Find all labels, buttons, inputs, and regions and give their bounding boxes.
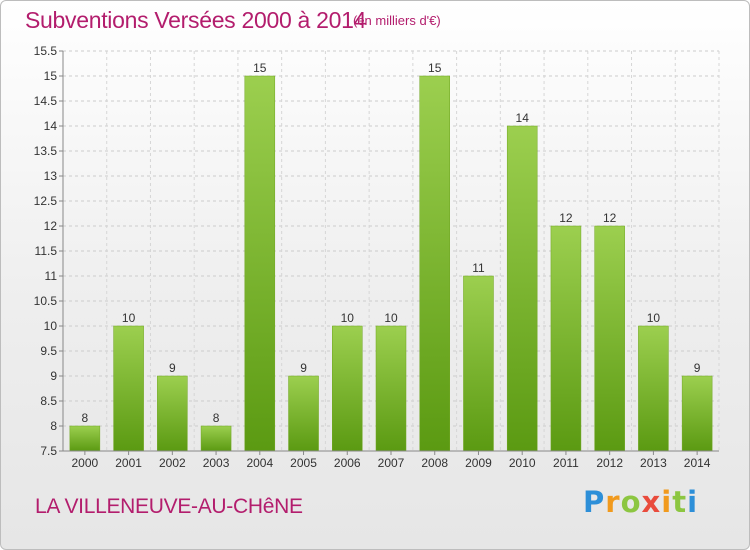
y-tick-label: 10.5	[34, 294, 58, 308]
bar	[375, 325, 407, 452]
data-label: 12	[603, 211, 617, 225]
bar	[157, 375, 188, 452]
x-tick-label: 2010	[509, 456, 536, 470]
x-tick-label: 2013	[640, 456, 667, 470]
bar	[681, 375, 713, 452]
y-tick-label: 11	[45, 269, 58, 283]
bar	[288, 375, 319, 452]
x-tick-label: 2008	[421, 456, 448, 470]
data-label: 14	[516, 111, 530, 125]
x-tick-label: 2003	[203, 456, 230, 470]
data-label: 9	[694, 361, 701, 375]
x-tick-label: 2000	[72, 456, 99, 470]
y-tick-label: 15.5	[34, 44, 58, 58]
y-tick-label: 9.5	[40, 344, 57, 358]
data-label: 9	[300, 361, 307, 375]
y-tick-label: 8	[50, 419, 57, 433]
x-tick-label: 2011	[553, 456, 579, 470]
bar	[506, 125, 538, 452]
place-name: LA VILLENEUVE-AU-CHêNE	[35, 495, 303, 518]
x-tick-label: 2001	[115, 456, 142, 470]
bar	[244, 75, 276, 452]
bar	[594, 225, 625, 452]
bar	[638, 325, 669, 452]
y-tick-label: 15	[44, 69, 58, 83]
y-tick-label: 13	[44, 169, 58, 183]
data-label: 15	[253, 61, 267, 75]
y-tick-label: 12.5	[34, 194, 58, 208]
data-label: 10	[341, 311, 355, 325]
x-tick-label: 2004	[246, 456, 273, 470]
data-label: 8	[213, 411, 220, 425]
bar	[69, 425, 101, 452]
data-label: 15	[428, 61, 442, 75]
x-tick-label: 2005	[290, 456, 317, 470]
y-tick-label: 10	[44, 319, 58, 333]
axes: 7.5 8 8.5 9 9.5 10 10.5 11 11.5 12 12.5 13 13.5 14 14.…	[34, 44, 719, 470]
y-tick-label: 8.5	[40, 394, 57, 408]
y-tick-label: 11.5	[35, 244, 58, 258]
proxiti-logo: Proxiti	[583, 485, 699, 519]
x-tick-label: 2007	[378, 456, 405, 470]
data-label: 10	[647, 311, 661, 325]
bar	[332, 325, 363, 452]
y-tick-label: 12	[44, 219, 58, 233]
data-label: 10	[384, 311, 398, 325]
x-tick-label: 2002	[159, 456, 186, 470]
bars: 8 10 9 8 15 9 10 10 15 11 14 12 12 10 9	[69, 61, 713, 452]
y-tick-label: 13.5	[34, 144, 58, 158]
bar	[113, 325, 144, 452]
y-tick-label: 14	[44, 119, 58, 133]
data-label: 11	[472, 261, 485, 275]
y-tick-label: 14.5	[34, 94, 58, 108]
data-label: 10	[122, 311, 136, 325]
x-tick-label: 2012	[596, 456, 623, 470]
y-tick-label: 7.5	[40, 444, 57, 458]
bar	[200, 425, 232, 452]
chart-subtitle: (en milliers d'€)	[353, 13, 441, 28]
chart-title: Subventions Versées 2000 à 2014	[25, 7, 367, 33]
data-label: 12	[559, 211, 573, 225]
bar	[463, 275, 494, 452]
x-tick-label: 2009	[465, 456, 492, 470]
data-label: 9	[169, 361, 176, 375]
x-tick-label: 2014	[684, 456, 711, 470]
y-tick-label: 9	[50, 369, 57, 383]
data-label: 8	[82, 411, 89, 425]
bar	[419, 75, 450, 452]
x-tick-label: 2006	[334, 456, 361, 470]
bar	[550, 225, 582, 452]
